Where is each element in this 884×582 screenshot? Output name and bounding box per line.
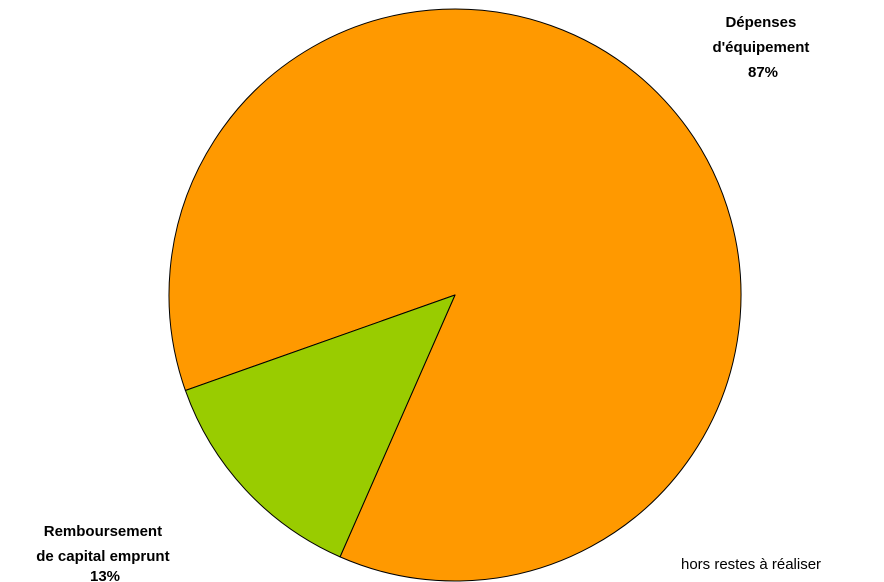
slice-label-depenses-percent: 87% <box>748 64 778 81</box>
footnote-text: hors restes à réaliser <box>681 556 822 573</box>
slice-label-depenses-line2: d'équipement <box>712 39 809 56</box>
pie-slices <box>168 8 742 582</box>
slice-label-remboursement-line1: Remboursement <box>44 523 162 540</box>
slice-label-remboursement-line2: de capital emprunt <box>36 548 169 565</box>
slice-label-remboursement: Remboursement de capital emprunt 13% <box>36 523 174 582</box>
slice-label-depenses: Dépenses d'équipement 87% <box>712 14 813 81</box>
slice-label-depenses-line1: Dépenses <box>725 14 796 31</box>
slice-label-remboursement-percent: 13% <box>90 568 120 582</box>
pie-slice-remboursement-capital <box>184 294 456 558</box>
